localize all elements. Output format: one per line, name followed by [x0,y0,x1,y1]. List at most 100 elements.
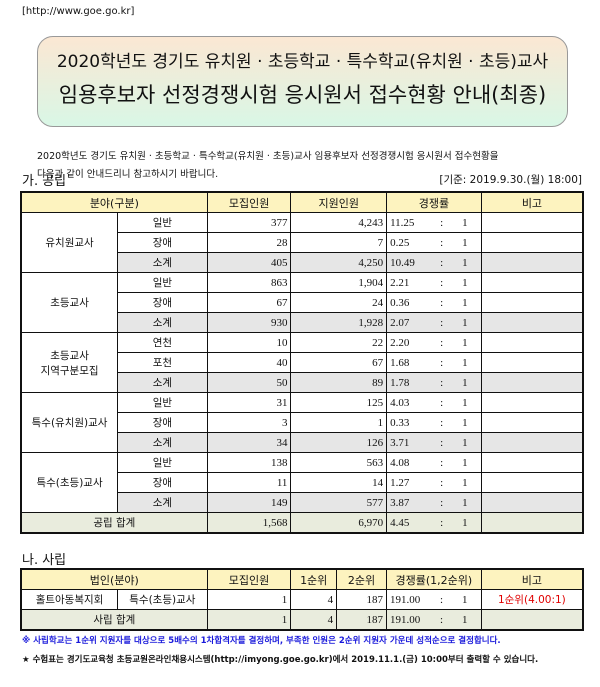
recruit-cell: 138 [206,452,292,473]
recruit-cell: 34 [206,432,292,453]
note-cell [480,392,584,413]
rate-cell: 10.49:1 [386,252,482,273]
header-corp: 법인(분야) [20,568,208,590]
note-admission-ticket: ★ 수험표는 경기도교육청 초등교원온라인채용시스템(http://imyong… [22,655,539,665]
total-label: 공립 합계 [20,512,208,534]
header-first: 1순위 [290,568,338,590]
category-cell: 장애 [117,292,208,313]
category-cell: 소계 [117,372,208,393]
recruit-cell: 1 [206,609,292,631]
note-cell [480,252,584,273]
table-row: 홀트아동복지회 특수(초등)교사 1 4 187 191.00:1 1순위(4.… [20,589,584,610]
total-row: 사립 합계 1 4 187 191.00:1 [20,609,584,631]
field-cell: 특수(초등)교사 [117,589,208,610]
recruit-cell: 31 [206,392,292,413]
applicants-cell: 563 [290,452,388,473]
rate-cell: 1.27:1 [386,472,482,493]
note-private: ※ 사립학교는 1순위 지원자를 대상으로 5배수의 1차합격자를 결정하며, … [22,636,501,646]
note-cell [480,512,584,534]
header-rate: 경쟁률 [386,191,482,213]
category-cell: 소계 [117,432,208,453]
rate-cell: 0.33:1 [386,412,482,433]
recruit-cell: 10 [206,332,292,353]
applicants-cell: 1 [290,412,388,433]
corp-cell: 홀트아동복지회 [20,589,119,610]
note-cell [480,312,584,333]
recruit-cell: 405 [206,252,292,273]
header-note: 비고 [480,568,584,590]
category-cell: 일반 [117,212,208,233]
category-cell: 장애 [117,232,208,253]
title-line2: 임용후보자 선정경쟁시험 응시원서 접수현황 안내(최종) [58,83,547,107]
table-row: 초등교사 지역구분모집 연천 10 22 2.20:1 [20,332,584,393]
applicants-cell: 89 [290,372,388,393]
category-cell: 소계 [117,252,208,273]
applicants-cell: 4,243 [290,212,388,233]
recruit-cell: 40 [206,352,292,373]
applicants-cell: 1,928 [290,312,388,333]
applicants-cell: 1,904 [290,272,388,293]
rate-cell: 0.36:1 [386,292,482,313]
intro-line1: 2020학년도 경기도 유치원 · 초등학교 · 특수학교(유치원 · 초등)교… [37,151,499,162]
intro-line2: 다음과 같이 안내드리니 참고하시기 바랍니다. [37,169,219,180]
note-cell: 1순위(4.00:1) [480,589,584,610]
category-cell: 연천 [117,332,208,353]
recruit-cell: 11 [206,472,292,493]
recruit-cell: 1 [206,589,292,610]
category-cell: 일반 [117,452,208,473]
rate-cell: 0.25:1 [386,232,482,253]
rate-cell: 2.07:1 [386,312,482,333]
note-cell [480,332,584,353]
rate-cell: 4.03:1 [386,392,482,413]
recruit-cell: 28 [206,232,292,253]
rate-cell: 4.08:1 [386,452,482,473]
group-cell: 초등교사 [20,272,119,333]
subtotal-row: 소계 930 1,928 2.07:1 [21,312,584,333]
table-row: 장애 11 14 1.27:1 [21,472,584,493]
recruit-cell: 377 [206,212,292,233]
rate-cell: 1.78:1 [386,372,482,393]
table-row: 특수(유치원)교사 일반 31 125 4.03:1 [20,392,584,453]
applicants-cell: 14 [290,472,388,493]
group-cell: 유치원교사 [20,212,119,273]
category-cell: 소계 [117,312,208,333]
table-row: 특수(초등)교사 일반 138 563 4.08:1 [20,452,584,513]
total-label: 사립 합계 [20,609,208,631]
applicants-cell: 22 [290,332,388,353]
applicants-cell: 126 [290,432,388,453]
header-recruit: 모집인원 [206,191,292,213]
applicants-cell: 4,250 [290,252,388,273]
header-second: 2순위 [336,568,387,590]
applicants-cell: 577 [290,492,388,513]
note-cell [480,452,584,473]
table-row: 장애 67 24 0.36:1 [21,292,584,313]
note-cell [480,232,584,253]
subtotal-row: 소계 50 89 1.78:1 [21,372,584,393]
rate-cell: 191.00:1 [385,609,482,631]
first-cell: 4 [290,609,338,631]
category-cell: 일반 [117,392,208,413]
rate-cell: 191.00:1 [385,589,482,610]
category-cell: 장애 [117,472,208,493]
rate-cell: 2.20:1 [386,332,482,353]
recruit-cell: 67 [206,292,292,313]
note-cell [480,432,584,453]
title-line1: 2020학년도 경기도 유치원 · 초등학교 · 특수학교(유치원 · 초등)교… [56,52,549,72]
group-cell: 특수(초등)교사 [20,452,119,513]
public-table: 분야(구분) 모집인원 지원인원 경쟁률 비고 유치원교사 일반 377 4,24… [20,191,584,534]
rate-cell: 3.87:1 [386,492,482,513]
first-cell: 4 [290,589,338,610]
note-cell [480,472,584,493]
category-cell: 소계 [117,492,208,513]
rate-cell: 4.45:1 [386,512,482,534]
category-cell: 일반 [117,272,208,293]
note-cell [480,212,584,233]
recruit-cell: 1,568 [206,512,292,534]
private-table: 법인(분야) 모집인원 1순위 2순위 경쟁률(1,2순위) 비고 홀트아동복지… [20,568,584,631]
recruit-cell: 50 [206,372,292,393]
table-row: 초등교사 일반 863 1,904 2.21:1 [20,272,584,333]
table-row: 포천 40 67 1.68:1 [21,352,584,373]
rate-cell: 2.21:1 [386,272,482,293]
category-cell: 장애 [117,412,208,433]
note-cell [480,609,584,631]
